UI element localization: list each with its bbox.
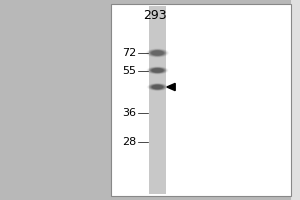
Ellipse shape: [148, 67, 166, 74]
Ellipse shape: [150, 50, 165, 56]
Ellipse shape: [148, 49, 167, 57]
Ellipse shape: [150, 84, 165, 90]
Text: 55: 55: [122, 66, 136, 76]
Ellipse shape: [150, 68, 165, 73]
Ellipse shape: [151, 50, 164, 55]
Ellipse shape: [149, 67, 166, 73]
Ellipse shape: [148, 67, 167, 74]
Ellipse shape: [152, 68, 164, 73]
Bar: [291, 0, 300, 200]
Ellipse shape: [151, 85, 164, 89]
Ellipse shape: [149, 84, 166, 90]
Ellipse shape: [147, 49, 168, 57]
Ellipse shape: [150, 84, 165, 90]
Text: 28: 28: [122, 137, 136, 147]
Bar: [149, 6, 166, 194]
Text: 293: 293: [143, 9, 166, 22]
Text: 72: 72: [122, 48, 136, 58]
Polygon shape: [167, 83, 175, 91]
Bar: [111, 4, 291, 196]
Ellipse shape: [149, 50, 166, 56]
Ellipse shape: [148, 83, 167, 91]
Ellipse shape: [151, 68, 164, 73]
Ellipse shape: [152, 85, 163, 89]
Ellipse shape: [150, 50, 165, 56]
Text: 36: 36: [122, 108, 136, 118]
